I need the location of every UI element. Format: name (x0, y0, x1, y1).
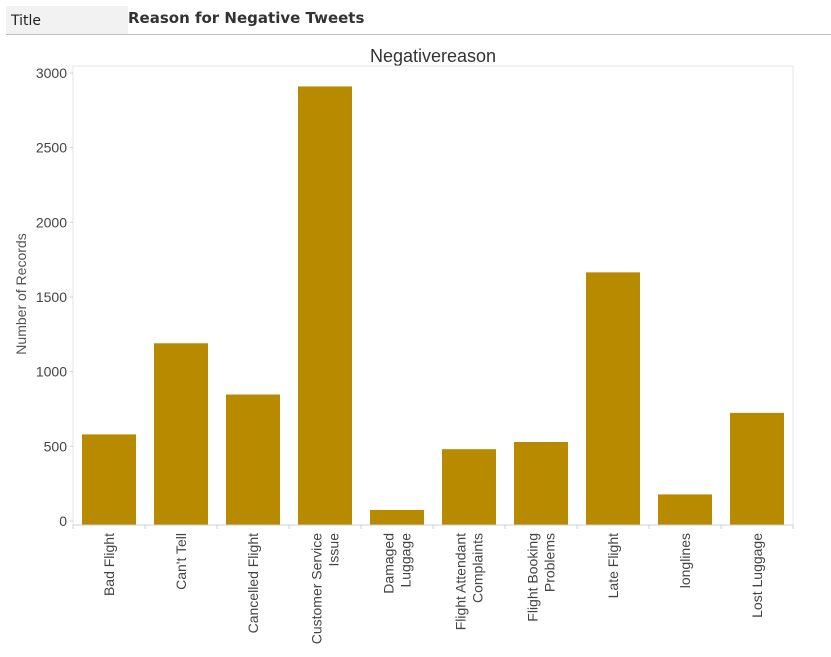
y-tick-label: 2000 (36, 214, 67, 230)
bars (82, 86, 784, 525)
x-tick-label: DamagedLuggage (381, 533, 414, 594)
y-tick-label: 2500 (36, 140, 67, 156)
x-tick-label-line: Can't Tell (173, 533, 189, 590)
x-tick-label: Late Flight (605, 533, 621, 598)
x-tick-label: Lost Luggage (749, 533, 765, 618)
chart-title: Negativereason (370, 46, 496, 66)
bar[interactable] (730, 412, 784, 525)
bar[interactable] (586, 272, 640, 525)
x-tick-label-line: Issue (326, 533, 342, 567)
title-field-value[interactable]: Reason for Negative Tweets (128, 9, 365, 27)
bar[interactable] (370, 509, 424, 525)
y-tick-label: 3000 (36, 65, 67, 81)
bar[interactable] (658, 494, 712, 525)
x-tick-label: Cancelled Flight (245, 533, 261, 633)
bar[interactable] (226, 394, 280, 525)
x-tick-label: Flight BookingProblems (525, 533, 558, 622)
x-tick-label: Bad Flight (101, 533, 117, 596)
x-tick-label-line: Flight Attendant (453, 533, 469, 630)
y-axis-ticks: 0 500 1000 1500 2000 2500 3000 (36, 65, 73, 529)
x-axis-ticks: Bad Flight Can't Tell Cancelled Flight Cust… (72, 525, 794, 644)
x-tick-label-line: Problems (542, 533, 558, 592)
x-tick-label-line: Luggage (398, 533, 414, 588)
y-tick-label: 1500 (36, 289, 67, 305)
x-tick-label: Can't Tell (173, 533, 189, 590)
bar[interactable] (442, 449, 496, 525)
bar[interactable] (82, 434, 136, 525)
bar[interactable] (154, 343, 208, 525)
x-tick-label: longlines (677, 533, 693, 588)
x-tick-label-line: Late Flight (605, 533, 621, 598)
x-tick-label: Customer ServiceIssue (309, 533, 342, 644)
x-tick-label-line: Lost Luggage (749, 533, 765, 618)
x-tick-label-line: Damaged (381, 533, 397, 594)
x-tick-label: Flight AttendantComplaints (453, 533, 486, 630)
x-tick-label-line: Bad Flight (101, 533, 117, 596)
bar[interactable] (298, 86, 352, 525)
y-tick-label: 500 (44, 438, 68, 454)
title-field-label: Title (6, 6, 128, 34)
y-tick-label: 0 (59, 513, 67, 529)
y-tick-label: 1000 (36, 364, 67, 380)
bar[interactable] (514, 442, 568, 525)
x-tick-label-line: Complaints (470, 533, 486, 603)
x-tick-label-line: Customer Service (309, 533, 325, 644)
x-tick-label-line: Flight Booking (525, 533, 541, 622)
y-axis-label: Number of Records (13, 233, 29, 354)
title-bar: Title Reason for Negative Tweets (6, 6, 831, 35)
x-tick-label-line: Cancelled Flight (245, 533, 261, 633)
x-tick-label-line: longlines (677, 533, 693, 588)
